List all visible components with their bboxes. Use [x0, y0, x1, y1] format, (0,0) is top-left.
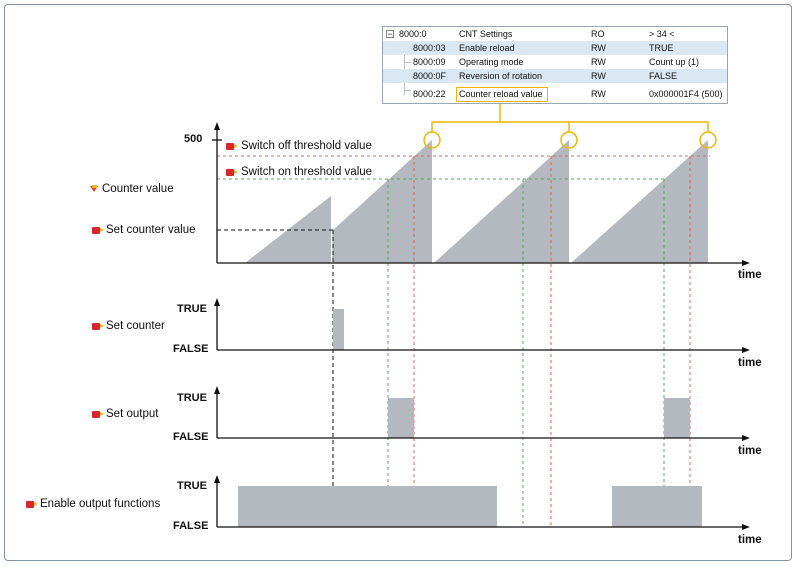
set-counter-false-label: FALSE: [173, 343, 209, 355]
settings-row-reload-value[interactable]: 8000:22 Counter reload value RW 0x000001…: [383, 87, 727, 101]
y-max-label: 500: [184, 133, 203, 145]
set-counter-text: Set counter: [106, 320, 165, 332]
row-name: Enable reload: [459, 43, 515, 53]
row-name: Operating mode: [459, 57, 524, 67]
settings-row-enable-reload[interactable]: 8000:03 Enable reload RW TRUE: [383, 41, 727, 55]
set-output-true-label: TRUE: [177, 392, 207, 404]
output-variable-icon: [92, 410, 104, 418]
row-name: Reversion of rotation: [459, 71, 543, 81]
row-flag: RW: [591, 57, 606, 67]
set-output-label: Set output: [92, 408, 158, 420]
row-value: FALSE: [649, 71, 678, 81]
switch-off-text: Switch off threshold value: [241, 140, 372, 152]
input-variable-icon: [90, 185, 99, 193]
set-counter-value-text: Set counter value: [106, 224, 196, 236]
row-index: 8000:09: [413, 57, 446, 67]
tree-branch: [404, 90, 411, 91]
enable-output-x-arrow: [742, 524, 750, 530]
set-counter-x-arrow: [742, 347, 750, 353]
row-flag: RW: [591, 71, 606, 81]
set-output-pulse-2: [664, 398, 690, 438]
row-flag: RW: [591, 43, 606, 53]
row-index: 8000:03: [413, 43, 446, 53]
row-name: Counter reload value: [459, 89, 543, 99]
counter-value-text: Counter value: [102, 183, 174, 195]
output-variable-icon: [226, 168, 238, 176]
set-counter-y-arrow: [214, 298, 220, 306]
row-value: TRUE: [649, 43, 674, 53]
output-variable-icon: [26, 500, 38, 508]
counter-x-arrow: [742, 260, 750, 266]
row-value: > 34 <: [649, 29, 675, 39]
enable-output-y-arrow: [214, 475, 220, 483]
row-value: 0x000001F4 (500): [649, 89, 723, 99]
set-counter-x-label: time: [738, 357, 762, 369]
set-output-y-arrow: [214, 386, 220, 394]
enable-output-pulse-2: [612, 486, 702, 527]
counter-value-label: Counter value: [90, 183, 174, 195]
output-variable-icon: [226, 142, 238, 150]
enable-output-pulse-1: [238, 486, 497, 527]
settings-row-operating-mode[interactable]: 8000:09 Operating mode RW Count up (1): [383, 55, 727, 69]
settings-row-reversion[interactable]: 8000:0F Reversion of rotation RW FALSE: [383, 69, 727, 83]
tree-line: [404, 41, 405, 95]
counter-ramp-2: [333, 140, 432, 263]
set-counter-pulse: [333, 309, 344, 350]
counter-x-label: time: [738, 269, 762, 281]
set-output-false-label: FALSE: [173, 431, 209, 443]
enable-output-false-label: FALSE: [173, 520, 209, 532]
set-counter-label: Set counter: [92, 320, 165, 332]
counter-ramp-4: [571, 140, 708, 263]
set-counter-value-label: Set counter value: [92, 224, 196, 236]
diagram-frame: [4, 4, 792, 561]
row-flag: RO: [591, 29, 605, 39]
row-flag: RW: [591, 89, 606, 99]
tree-branch: [404, 62, 411, 63]
set-output-x-label: time: [738, 445, 762, 457]
enable-output-label: Enable output functions: [26, 498, 160, 510]
reload-connector: [431, 121, 709, 132]
set-counter-true-label: TRUE: [177, 303, 207, 315]
cnt-settings-table: − 8000:0 CNT Settings RO > 34 < 8000:03 …: [382, 26, 728, 104]
row-value: Count up (1): [649, 57, 700, 67]
enable-output-true-label: TRUE: [177, 480, 207, 492]
set-output-text: Set output: [106, 408, 159, 420]
counter-y-arrow: [214, 122, 220, 130]
output-variable-icon: [92, 226, 104, 234]
enable-output-x-label: time: [738, 534, 762, 546]
row-index: 8000:22: [413, 89, 446, 99]
switch-on-threshold-label: Switch on threshold value: [226, 166, 372, 178]
settings-row-header[interactable]: 8000:0 CNT Settings RO > 34 <: [383, 27, 727, 41]
row-index: 8000:0F: [413, 71, 447, 81]
reload-value-highlight: [456, 87, 548, 102]
enable-output-text: Enable output functions: [40, 498, 161, 510]
switch-off-threshold-label: Switch off threshold value: [226, 140, 372, 152]
set-output-x-arrow: [742, 435, 750, 441]
set-output-pulse-1: [388, 398, 414, 438]
switch-on-text: Switch on threshold value: [241, 166, 373, 178]
row-name: CNT Settings: [459, 29, 513, 39]
collapse-icon[interactable]: −: [386, 29, 394, 39]
counter-ramp-3: [434, 140, 569, 263]
output-variable-icon: [92, 322, 104, 330]
row-index: 8000:0: [399, 29, 427, 39]
